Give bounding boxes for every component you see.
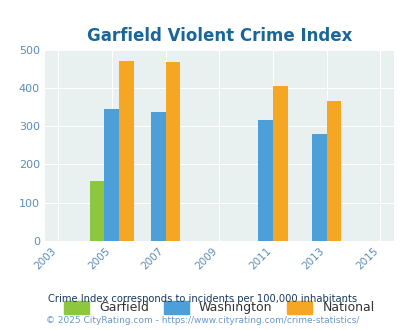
Text: © 2025 CityRating.com - https://www.cityrating.com/crime-statistics/: © 2025 CityRating.com - https://www.city… [46, 316, 359, 325]
Bar [150, 112, 165, 241]
Bar [119, 61, 134, 241]
Bar [311, 134, 326, 241]
Title: Garfield Violent Crime Index: Garfield Violent Crime Index [86, 27, 351, 45]
Bar [258, 120, 272, 241]
Legend: Garfield, Washington, National: Garfield, Washington, National [64, 301, 374, 314]
Bar [272, 86, 287, 241]
Bar [90, 181, 104, 241]
Text: Crime Index corresponds to incidents per 100,000 inhabitants: Crime Index corresponds to incidents per… [48, 294, 357, 304]
Bar [326, 101, 341, 241]
Bar [165, 62, 180, 241]
Bar [104, 109, 119, 241]
